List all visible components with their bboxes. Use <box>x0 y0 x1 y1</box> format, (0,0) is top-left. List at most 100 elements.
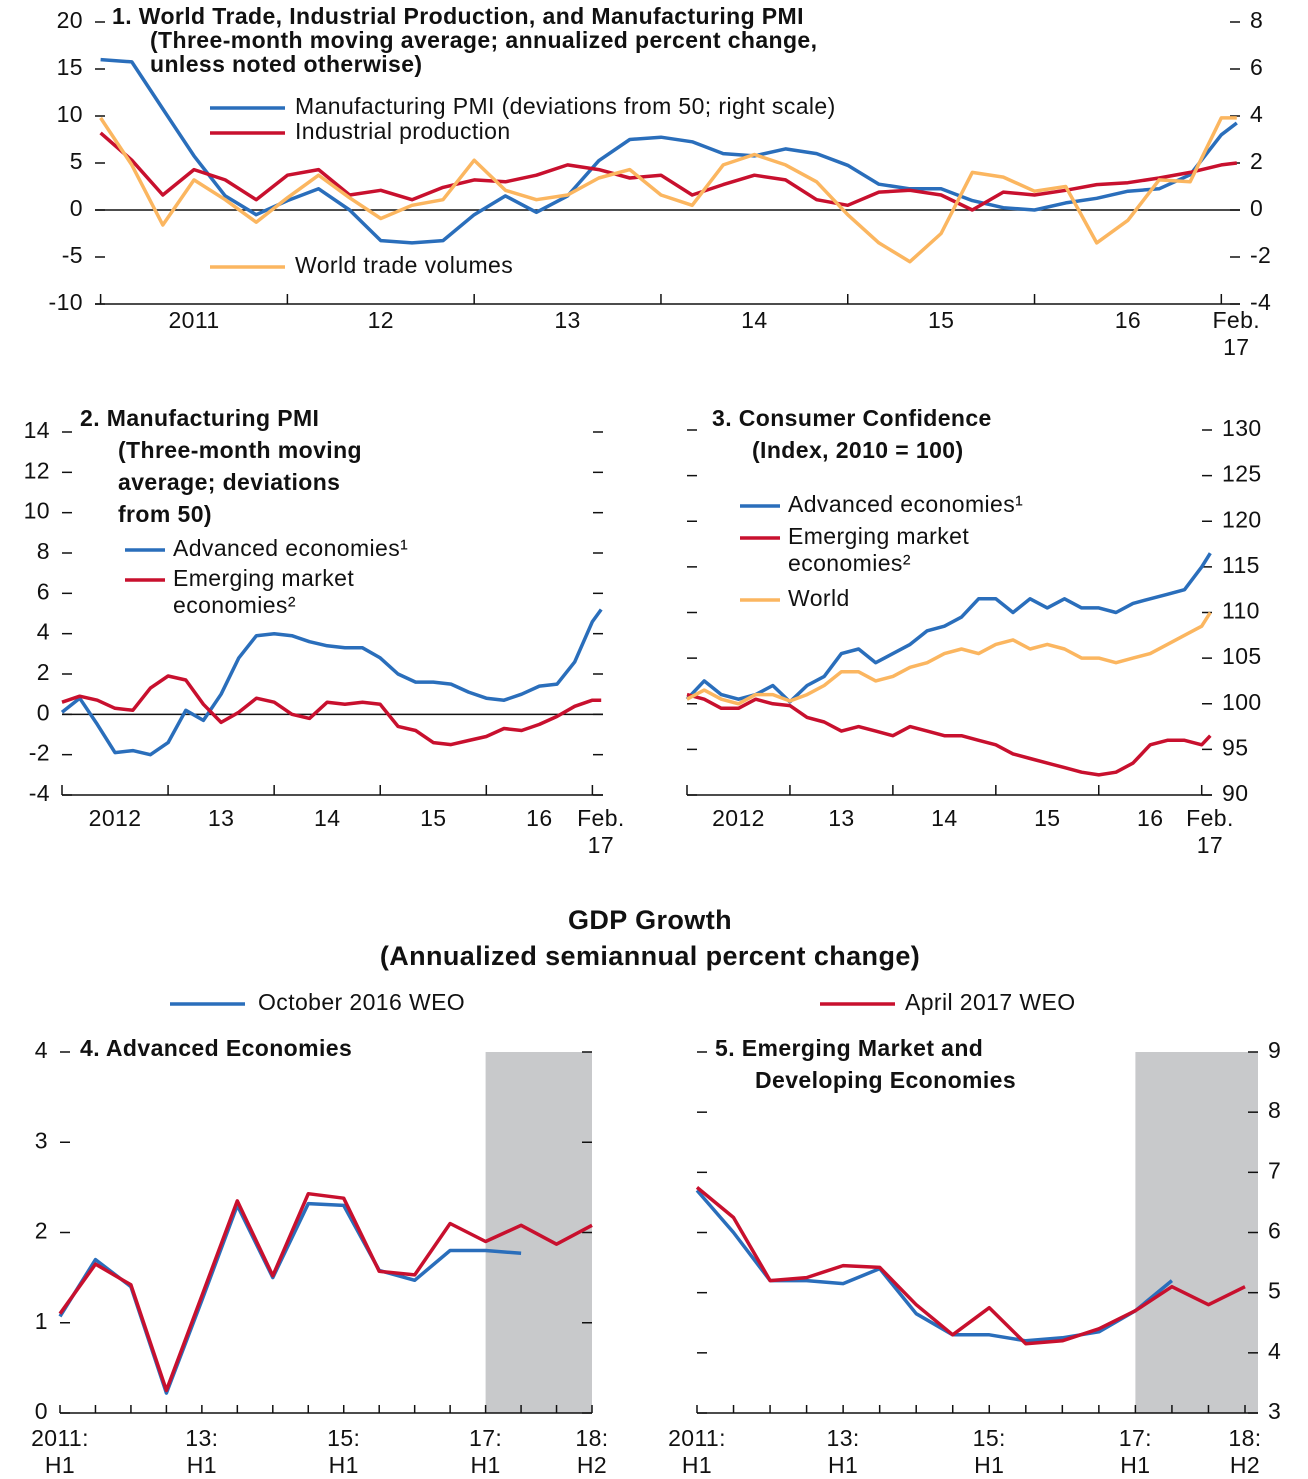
y-tick-label: 10 <box>57 101 83 127</box>
chart-title: average; deviations <box>118 469 340 495</box>
series-line <box>685 552 1212 704</box>
y-tick-label: 9 <box>1268 1037 1281 1063</box>
y-tick-label: 0 <box>70 195 83 221</box>
chart-title: Developing Economies <box>755 1067 1016 1093</box>
y2-tick-label: -2 <box>1250 242 1271 268</box>
legend-label: April 2017 WEO <box>905 989 1076 1015</box>
gdp-subtitle: (Annualized semiannual percent change) <box>380 941 920 971</box>
forecast-shade <box>1135 1052 1258 1413</box>
x-tick-label: 2011 <box>168 307 219 333</box>
y-tick-label: 120 <box>1222 506 1262 532</box>
x-tick-label: 2011: H1 <box>668 1425 726 1478</box>
series-line <box>61 674 602 747</box>
x-tick-label: 13: H1 <box>185 1425 218 1478</box>
y-tick-label: 6 <box>37 578 50 604</box>
y-tick-label: 105 <box>1222 643 1262 669</box>
chart-title: 5. Emerging Market and <box>715 1035 983 1061</box>
x-tick-label: 15: H1 <box>973 1425 1006 1478</box>
legend-label: World <box>788 585 850 611</box>
y2-tick-label: 4 <box>1250 101 1263 127</box>
y-tick-label: -10 <box>49 289 83 315</box>
y-tick-label: 14 <box>24 417 50 443</box>
x-tick-label: 18: H2 <box>1228 1425 1261 1478</box>
y2-tick-label: 2 <box>1250 148 1263 174</box>
y-tick-label: 0 <box>37 699 50 725</box>
chart-title: (Index, 2010 = 100) <box>752 437 964 463</box>
y-tick-label: 8 <box>37 538 50 564</box>
y2-tick-label: 0 <box>1250 195 1263 221</box>
gdp-title: GDP Growth <box>568 905 732 935</box>
x-tick-label: 13 <box>208 805 234 831</box>
y-tick-label: 12 <box>24 457 50 483</box>
x-tick-label: 13 <box>554 307 580 333</box>
legend-label: Industrial production <box>295 118 511 144</box>
legend-label: Emerging market economies² <box>173 565 354 618</box>
y-tick-label: 6 <box>1268 1218 1281 1244</box>
chart-title: (Three-month moving average; annualized … <box>150 27 817 53</box>
legend-label: October 2016 WEO <box>258 989 465 1015</box>
x-tick-label: 15 <box>928 307 954 333</box>
y-tick-label: 95 <box>1222 734 1248 760</box>
legend-label: Emerging market economies² <box>788 523 969 576</box>
x-tick-label: 2012 <box>89 805 142 831</box>
series-line <box>99 116 1237 264</box>
x-tick-label: Feb. 17 <box>1212 307 1260 360</box>
y-tick-label: 5 <box>1268 1278 1281 1304</box>
x-tick-label: 13 <box>828 805 854 831</box>
series-line <box>686 692 1212 777</box>
legend-label: World trade volumes <box>295 252 513 278</box>
series-line <box>100 57 1238 245</box>
y-tick-label: 2 <box>37 659 50 685</box>
y-tick-label: 1 <box>35 1308 48 1334</box>
y-tick-label: 2 <box>35 1218 48 1244</box>
y-tick-label: 4 <box>37 619 50 645</box>
y-tick-label: 3 <box>1268 1398 1281 1424</box>
chart-title: 3. Consumer Confidence <box>712 405 992 431</box>
chart-title: 1. World Trade, Industrial Production, a… <box>112 3 804 29</box>
y-tick-label: -2 <box>29 740 50 766</box>
y-tick-label: 90 <box>1222 780 1248 806</box>
y-tick-label: 4 <box>1268 1338 1281 1364</box>
x-tick-label: 2011: H1 <box>31 1425 89 1478</box>
y2-tick-label: -4 <box>1250 289 1271 315</box>
series-line <box>695 1186 1246 1346</box>
x-tick-label: 2012 <box>712 805 765 831</box>
x-tick-label: 14 <box>741 307 767 333</box>
y-tick-label: 4 <box>35 1037 48 1063</box>
y-tick-label: 15 <box>57 54 83 80</box>
series-line <box>60 608 603 757</box>
chart-title: (Three-month moving <box>118 437 362 463</box>
x-tick-label: 16 <box>1137 805 1163 831</box>
y2-tick-label: 8 <box>1250 7 1263 33</box>
x-tick-label: 17: H1 <box>469 1425 502 1478</box>
x-tick-label: Feb. 17 <box>577 805 625 858</box>
y-tick-label: 5 <box>70 148 83 174</box>
y-tick-label: 130 <box>1222 415 1262 441</box>
y-tick-label: 115 <box>1222 552 1260 578</box>
x-tick-label: Feb. 17 <box>1186 805 1234 858</box>
y-tick-label: 8 <box>1268 1097 1281 1123</box>
x-tick-label: 14 <box>314 805 340 831</box>
chart-title: from 50) <box>118 501 212 527</box>
x-tick-label: 17: H1 <box>1119 1425 1152 1478</box>
x-tick-label: 16 <box>1115 307 1141 333</box>
y-tick-label: 7 <box>1268 1157 1281 1183</box>
y2-tick-label: 6 <box>1250 54 1263 80</box>
series-line <box>686 611 1212 706</box>
x-tick-label: 18: H2 <box>575 1425 608 1478</box>
x-tick-label: 13: H1 <box>827 1425 860 1478</box>
y-tick-label: 125 <box>1222 461 1262 487</box>
y-tick-label: 100 <box>1222 689 1262 715</box>
y-tick-label: 110 <box>1222 598 1260 624</box>
y-tick-label: 20 <box>57 7 83 33</box>
chart-title: 2. Manufacturing PMI <box>80 405 319 431</box>
x-tick-label: 15 <box>420 805 446 831</box>
x-tick-label: 16 <box>526 805 552 831</box>
chart-title: unless noted otherwise) <box>150 51 422 77</box>
y-tick-label: 3 <box>35 1127 48 1153</box>
legend-label: Manufacturing PMI (deviations from 50; r… <box>295 93 836 119</box>
y-tick-label: -4 <box>29 780 50 806</box>
x-tick-label: 14 <box>931 805 957 831</box>
